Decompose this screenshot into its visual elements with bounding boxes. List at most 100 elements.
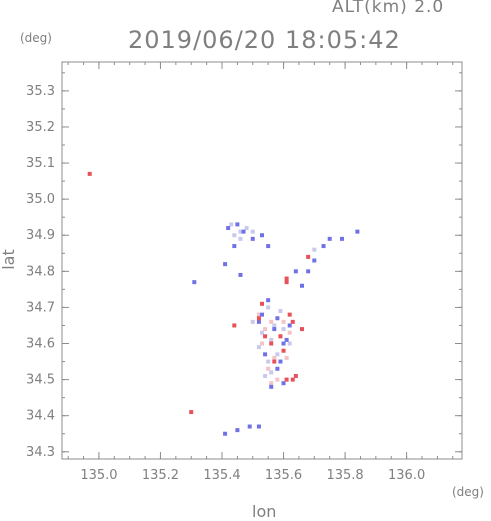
y-tick-label: 34.9 [26,228,55,243]
data-point [263,373,268,378]
data-point [235,428,240,433]
data-point [223,431,228,436]
data-point [269,381,274,386]
data-point [312,247,317,252]
data-point [312,258,317,263]
data-point [327,236,332,241]
data-point [232,233,237,238]
data-point [266,305,271,310]
data-point [244,226,249,231]
y-tick-label: 34.3 [26,445,55,460]
data-point [250,236,255,241]
data-point [256,424,261,429]
data-point [263,352,268,357]
data-point [306,269,311,274]
data-point [263,334,268,339]
data-point [281,341,286,346]
data-point [321,244,326,249]
x-tick-label: 135.8 [326,468,363,483]
y-tick-label: 34.4 [26,409,55,424]
data-point [284,280,289,285]
x-tick-label: 135.6 [265,468,302,483]
data-point [247,424,252,429]
data-point [272,327,277,332]
data-point [269,370,274,375]
altitude-label: ALT(km) 2.0 [332,0,445,17]
data-point [266,244,271,249]
data-point [300,283,304,288]
data-point [278,359,283,364]
data-point [278,334,283,339]
y-tick-label: 35.1 [26,156,55,171]
data-point [263,327,268,332]
data-point [281,319,286,324]
data-point [275,377,280,382]
y-tick-label: 34.8 [26,264,55,279]
data-point [269,337,274,342]
x-axis-label: lon [252,502,277,521]
data-point [269,384,274,389]
data-point [306,254,311,259]
data-point [266,298,271,303]
data-point [355,229,360,234]
data-point [266,366,271,371]
data-point [272,355,277,360]
data-point [229,222,234,227]
data-point [284,276,289,281]
data-point [235,222,240,227]
y-unit-label: (deg) [20,31,52,45]
data-point [266,359,271,364]
x-tick-label: 135.4 [203,468,240,483]
y-tick-label: 34.7 [26,300,55,315]
data-point [260,330,264,335]
y-tick-label: 34.6 [26,337,55,352]
data-point [226,226,231,231]
data-point [340,236,344,241]
data-point [241,229,246,234]
data-point [260,341,264,346]
x-tick-label: 135.0 [80,468,117,483]
data-point [192,280,197,285]
data-point [260,312,264,317]
data-point [293,373,298,378]
data-point [256,312,261,317]
data-point [189,410,194,415]
data-point [223,262,228,267]
data-point [232,244,237,249]
data-point [238,229,243,234]
data-point [250,319,255,324]
data-point [275,316,280,321]
data-point [272,323,277,328]
data-point [232,323,237,328]
plot-frame [61,61,463,460]
data-point [269,319,274,324]
data-point [287,341,292,346]
data-point [250,229,255,234]
data-point [238,272,243,277]
data-point [287,323,292,328]
data-point [275,352,280,357]
data-point [278,309,283,314]
x-tick-label: 136.0 [388,468,425,483]
timestamp-title: 2019/06/20 18:05:42 [128,26,401,54]
data-point [281,348,286,353]
data-point [281,327,286,332]
x-unit-label: (deg) [452,485,484,499]
y-tick-label: 35.2 [26,120,55,135]
data-point [269,341,274,346]
data-point [260,301,264,306]
data-point [238,236,243,241]
data-point [290,377,295,382]
y-tick-label: 34.5 [26,373,55,388]
data-point [287,312,292,317]
data-point [284,337,289,342]
data-point [87,171,92,176]
data-point [290,319,295,324]
data-point [293,269,298,274]
data-point [284,377,289,382]
data-point [275,366,280,371]
data-point [300,327,304,332]
data-point [281,381,286,386]
y-tick-label: 35.0 [26,192,55,207]
